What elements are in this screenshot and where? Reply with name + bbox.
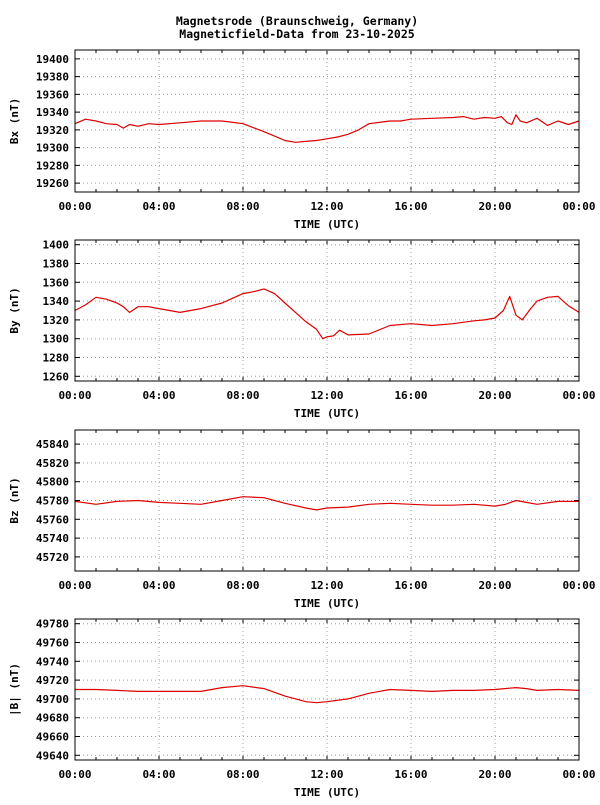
y-tick-label: 19400 (36, 53, 69, 66)
x-tick-label: 04:00 (142, 200, 175, 213)
y-tick-label: 1260 (43, 370, 70, 383)
y-tick-label: 1280 (43, 352, 70, 365)
y-tick-label: 45800 (36, 476, 69, 489)
panel-4: 00:00 04:00 08:00 12:00 16:00 20:00 00:00 49640… (8, 618, 596, 799)
plot-frame (74, 618, 580, 761)
x-tick-label: 08:00 (226, 389, 259, 402)
chart-title-line1: Magnetsrode (Braunschweig, Germany) (176, 14, 418, 28)
y-tick-label: 19360 (36, 88, 69, 101)
chart-title-line2: Magneticfield-Data from 23-10-2025 (179, 27, 414, 41)
y-tick-label: 45720 (36, 551, 69, 564)
y-tick-label: 1380 (43, 258, 70, 271)
y-tick-label: 1300 (43, 333, 70, 346)
x-axis-label: TIME (UTC) (294, 407, 360, 420)
x-tick-label: 08:00 (226, 200, 259, 213)
y-tick-label: 19340 (36, 106, 69, 119)
x-axis-label: TIME (UTC) (294, 597, 360, 610)
series-line (74, 288, 580, 340)
y-tick-label: 19380 (36, 71, 69, 84)
x-tick-label: 00:00 (58, 579, 91, 592)
y-tick-label: 1340 (43, 295, 70, 308)
x-tick-label: 00:00 (562, 579, 595, 592)
x-tick-label: 16:00 (394, 389, 427, 402)
panel-2: 00:00 04:00 08:00 12:00 16:00 20:00 00:00 1260 1… (8, 239, 596, 420)
y-tick-label: 1360 (43, 276, 70, 289)
y-tick-label: 49760 (36, 637, 69, 650)
y-axis-label: By (nT) (8, 287, 21, 333)
y-tick-label: 1320 (43, 314, 70, 327)
y-tick-label: 49680 (36, 712, 69, 725)
y-tick-label: 19300 (36, 142, 69, 155)
x-tick-label: 12:00 (310, 200, 343, 213)
y-tick-label: 45760 (36, 513, 69, 526)
x-tick-label: 00:00 (562, 768, 595, 781)
y-axis-label: |B| (nT) (8, 663, 21, 716)
y-tick-label: 1400 (43, 239, 70, 252)
plot-frame (74, 429, 580, 572)
x-tick-label: 20:00 (478, 200, 511, 213)
y-tick-label: 19280 (36, 159, 69, 172)
x-tick-label: 20:00 (478, 579, 511, 592)
x-tick-label: 12:00 (310, 389, 343, 402)
x-tick-label: 00:00 (58, 200, 91, 213)
x-tick-label: 08:00 (226, 579, 259, 592)
panel-1: 00:00 04:00 08:00 12:00 16:00 20:00 00:00 19260… (8, 49, 596, 231)
series-line (74, 114, 580, 143)
x-axis-label: TIME (UTC) (294, 786, 360, 799)
y-axis-label: Bz (nT) (8, 477, 21, 523)
x-axis-label: TIME (UTC) (294, 218, 360, 231)
x-tick-label: 00:00 (58, 768, 91, 781)
x-tick-label: 16:00 (394, 200, 427, 213)
x-tick-label: 00:00 (562, 200, 595, 213)
x-tick-label: 00:00 (58, 389, 91, 402)
x-tick-label: 04:00 (142, 389, 175, 402)
y-tick-label: 49720 (36, 674, 69, 687)
x-tick-label: 12:00 (310, 768, 343, 781)
x-tick-label: 08:00 (226, 768, 259, 781)
y-tick-label: 45820 (36, 457, 69, 470)
x-tick-label: 16:00 (394, 579, 427, 592)
y-tick-label: 19260 (36, 177, 69, 190)
x-tick-label: 12:00 (310, 579, 343, 592)
x-tick-label: 20:00 (478, 768, 511, 781)
x-tick-label: 04:00 (142, 768, 175, 781)
x-tick-label: 00:00 (562, 389, 595, 402)
series-line (75, 685, 580, 704)
x-tick-label: 20:00 (478, 389, 511, 402)
plot-frame (74, 49, 580, 193)
series-line (74, 496, 579, 511)
y-tick-label: 19320 (36, 124, 69, 137)
x-tick-label: 04:00 (142, 579, 175, 592)
y-tick-label: 49660 (36, 731, 69, 744)
panel-3: 00:00 04:00 08:00 12:00 16:00 20:00 00:00 45720… (8, 429, 596, 610)
y-tick-label: 45780 (36, 495, 69, 508)
y-tick-label: 45740 (36, 532, 69, 545)
x-tick-label: 16:00 (394, 768, 427, 781)
y-tick-label: 49640 (36, 749, 69, 762)
y-tick-label: 45840 (36, 438, 69, 451)
plot-frame (74, 239, 580, 382)
y-tick-label: 49700 (36, 693, 69, 706)
y-tick-label: 49740 (36, 655, 69, 668)
y-tick-label: 49780 (36, 618, 69, 631)
y-axis-label: Bx (nT) (8, 98, 21, 144)
